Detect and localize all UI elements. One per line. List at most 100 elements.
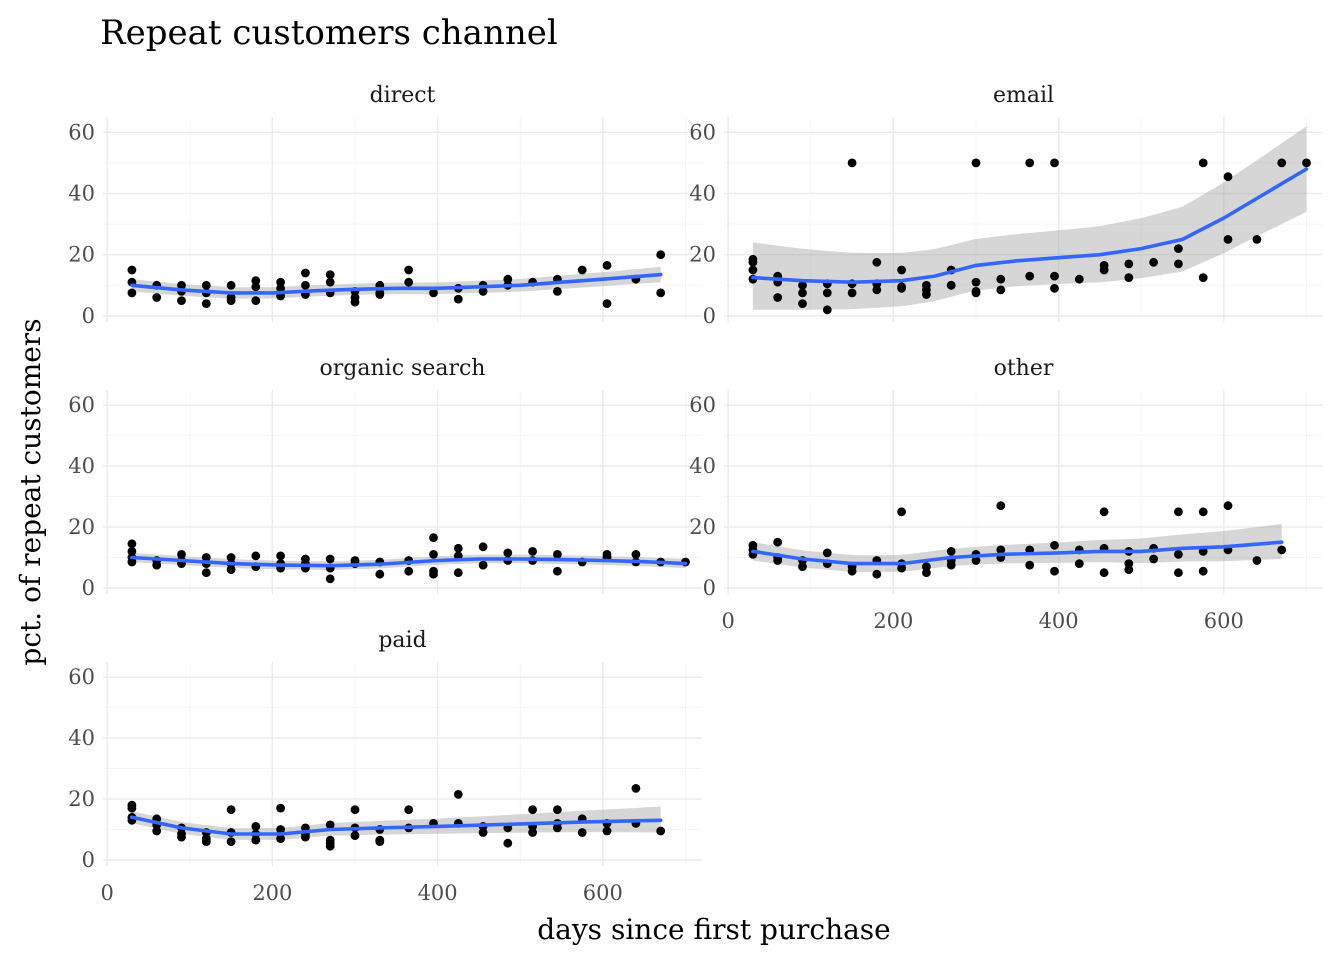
data-point	[553, 823, 562, 833]
x-tick-label: 400	[418, 881, 458, 905]
panel-label-paid: paid	[378, 628, 426, 653]
y-tick-label: 40	[68, 181, 95, 205]
data-point	[553, 566, 562, 576]
confidence-band-email	[752, 126, 1307, 310]
data-point	[325, 277, 335, 287]
y-axis-title: pct. of repeat customers	[14, 318, 47, 665]
data-point	[773, 537, 783, 547]
smooth-line-organic-search	[130, 555, 688, 568]
data-point	[631, 550, 641, 559]
y-tick-label: 40	[68, 726, 95, 750]
data-point	[453, 543, 463, 553]
y-tick-label: 20	[68, 243, 95, 267]
data-point	[1050, 540, 1059, 550]
data-point	[656, 288, 666, 298]
data-point	[251, 835, 261, 845]
data-point	[1124, 565, 1134, 574]
data-point	[602, 261, 612, 270]
data-point	[404, 265, 414, 275]
data-point	[528, 828, 537, 837]
panel-label-organic-search: organic search	[320, 356, 486, 381]
data-point	[429, 288, 438, 298]
data-point	[798, 280, 807, 290]
data-point	[201, 568, 211, 578]
data-point	[127, 803, 137, 813]
data-point	[453, 790, 463, 799]
data-point	[276, 825, 285, 834]
data-point	[748, 257, 758, 267]
panel-label-email: email	[993, 83, 1054, 108]
data-point	[1223, 235, 1233, 244]
data-point	[996, 274, 1006, 284]
data-point	[1302, 158, 1311, 168]
data-point	[822, 305, 832, 315]
data-point	[1050, 271, 1059, 281]
smooth-line-paid	[130, 815, 663, 836]
data-point	[1025, 560, 1035, 570]
data-point	[453, 568, 463, 578]
data-point	[301, 268, 310, 278]
data-point	[971, 556, 981, 565]
y-tick-label: 0	[703, 576, 716, 600]
y-tick-label: 60	[689, 120, 716, 144]
data-point	[1124, 273, 1134, 282]
data-point	[1198, 273, 1208, 282]
smooth-line-direct	[130, 272, 663, 295]
data-point	[325, 270, 335, 279]
data-point	[201, 280, 211, 290]
data-point	[429, 569, 438, 579]
data-point	[226, 837, 236, 846]
data-point	[375, 569, 385, 579]
data-point	[276, 277, 285, 287]
smooth-line-email	[751, 167, 1309, 284]
data-point	[553, 287, 562, 296]
data-point	[872, 285, 882, 295]
data-point	[946, 280, 956, 290]
data-point	[503, 838, 513, 848]
data-point	[152, 826, 162, 836]
data-point	[404, 277, 414, 287]
data-point	[922, 290, 931, 299]
data-point	[276, 834, 285, 843]
x-tick-label: 200	[252, 881, 292, 905]
data-point	[946, 560, 956, 570]
data-point	[1074, 559, 1084, 568]
data-point	[1174, 507, 1183, 517]
data-point	[1050, 158, 1059, 168]
data-point	[602, 826, 612, 836]
y-tick-label: 0	[82, 304, 95, 328]
data-point	[656, 826, 666, 836]
data-point	[1277, 545, 1287, 555]
data-point	[127, 539, 137, 549]
data-point	[177, 296, 186, 305]
data-point	[429, 533, 438, 543]
data-point	[276, 551, 285, 561]
data-point	[577, 828, 587, 837]
data-point	[996, 501, 1006, 511]
data-point	[1174, 244, 1183, 254]
data-point	[1223, 501, 1233, 511]
data-point	[152, 560, 162, 570]
data-point	[503, 548, 513, 558]
data-point	[226, 296, 236, 305]
data-point	[897, 507, 906, 517]
data-point	[897, 265, 906, 275]
data-point	[478, 287, 488, 296]
data-point	[1025, 271, 1035, 281]
data-point	[1252, 556, 1262, 565]
data-point	[251, 282, 261, 292]
data-point	[1277, 158, 1287, 168]
data-point	[528, 547, 537, 556]
data-point	[177, 550, 186, 559]
data-point	[478, 542, 488, 552]
data-point	[350, 805, 360, 815]
data-point	[325, 574, 335, 584]
data-point	[773, 556, 783, 565]
data-point	[404, 566, 414, 576]
data-point	[872, 569, 882, 579]
data-point	[1198, 158, 1208, 168]
data-point	[276, 803, 285, 813]
data-point	[553, 805, 562, 815]
data-point	[201, 837, 211, 846]
confidence-band-direct	[131, 266, 661, 299]
